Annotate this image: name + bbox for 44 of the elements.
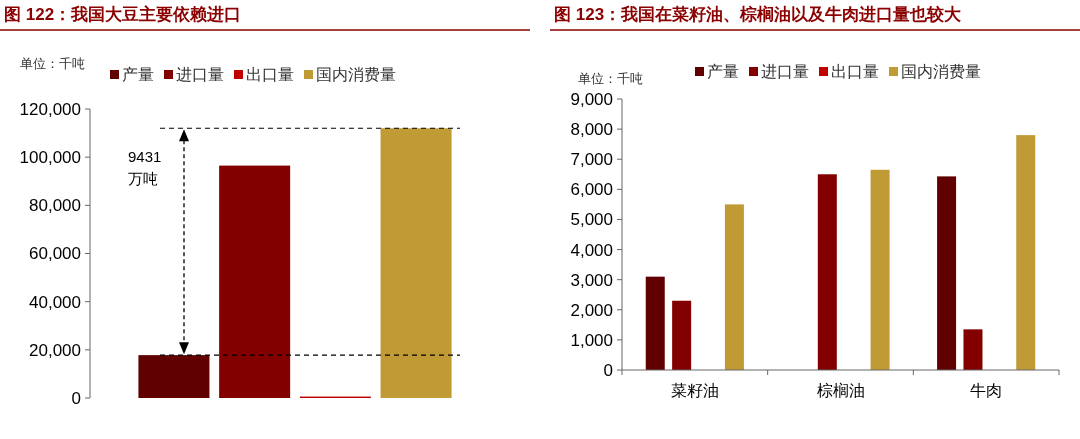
bar xyxy=(963,329,983,370)
x-tick-label: 棕榈油 xyxy=(816,382,865,399)
y-tick-label: 0 xyxy=(603,360,613,380)
x-tick-label: 牛肉 xyxy=(970,382,1003,399)
y-tick-label: 40,000 xyxy=(29,292,81,312)
y-tick-label: 2,000 xyxy=(570,300,613,320)
y-tick-label: 6,000 xyxy=(570,180,613,200)
chart-title: 图 122：我国大豆主要依赖进口 xyxy=(4,5,242,24)
bar xyxy=(724,204,744,370)
y-tick-label: 100,000 xyxy=(19,148,81,168)
y-tick-label: 60,000 xyxy=(29,244,81,264)
legend-label: 国内消费量 xyxy=(316,66,396,83)
annotation: 9431 万吨 xyxy=(128,148,162,187)
x-tick-label: 菜籽油 xyxy=(670,382,719,399)
chart-title: 图 123：我国在菜籽油、棕榈油以及牛肉进口量也较大 xyxy=(554,5,963,24)
y-tick-label: 7,000 xyxy=(570,150,613,170)
legend-label: 进口量 xyxy=(176,66,224,83)
y-axis-title: 单位：千吨 xyxy=(20,56,85,71)
bar xyxy=(645,276,665,370)
y-tick-label: 4,000 xyxy=(570,240,613,260)
bar xyxy=(672,300,692,370)
y-tick-label: 9,000 xyxy=(570,89,613,109)
bar xyxy=(380,128,452,398)
legend-label: 产量 xyxy=(122,66,154,83)
y-tick-label: 8,000 xyxy=(570,120,613,140)
legend-label: 出口量 xyxy=(831,63,879,80)
y-tick-label: 0 xyxy=(71,388,81,408)
y-tick-label: 1,000 xyxy=(570,330,613,350)
bar xyxy=(1016,135,1036,370)
bar xyxy=(817,174,837,370)
bar xyxy=(870,169,890,370)
bar xyxy=(219,165,291,398)
y-tick-label: 80,000 xyxy=(29,196,81,216)
legend-label: 国内消费量 xyxy=(901,63,981,80)
y-axis-title: 单位：千吨 xyxy=(578,71,643,86)
y-tick-label: 20,000 xyxy=(29,340,81,360)
y-tick-label: 120,000 xyxy=(19,99,81,119)
legend-label: 产量 xyxy=(707,63,739,80)
bar xyxy=(937,176,957,370)
bar xyxy=(138,355,210,398)
legend-label: 进口量 xyxy=(761,63,809,80)
y-tick-label: 3,000 xyxy=(570,270,613,290)
legend-label: 出口量 xyxy=(246,66,294,83)
y-tick-label: 5,000 xyxy=(570,210,613,230)
